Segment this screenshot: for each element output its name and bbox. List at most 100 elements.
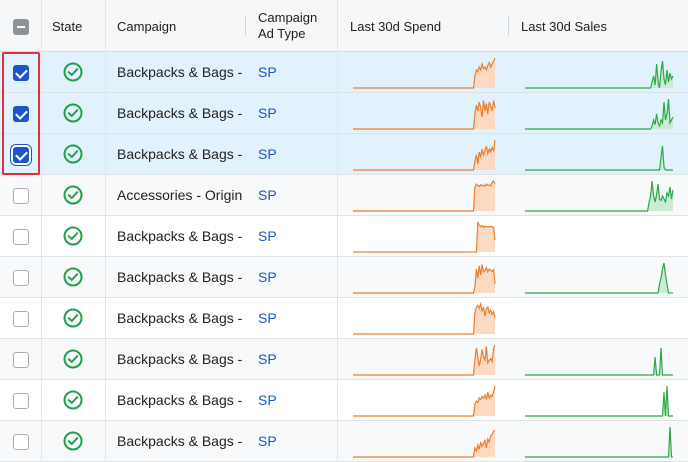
column-resize-handle[interactable]: [245, 16, 246, 36]
ad-type-column-header[interactable]: Campaign Ad Type: [258, 0, 317, 52]
spend-sparkline-area: [353, 430, 495, 457]
spend-sparkline-line: [353, 385, 496, 417]
spend-sparkline-area: [353, 345, 495, 375]
ad-type-label: SP: [258, 105, 277, 121]
sales-sparkline-line: [525, 426, 673, 458]
sales-sparkline-area: [525, 386, 673, 416]
campaign-column-header[interactable]: Campaign: [117, 18, 177, 34]
spend-sparkline-line: [353, 302, 496, 335]
spend-sparkline-area: [353, 100, 495, 129]
campaign-name-link[interactable]: Accessories - Origin: [117, 187, 243, 203]
table-row[interactable]: Backpacks & Bags - SP: [0, 93, 688, 134]
sales-sparkline: [525, 347, 673, 376]
campaign-name-link[interactable]: Backpacks & Bags -: [117, 433, 243, 449]
campaign-name-link[interactable]: Backpacks & Bags -: [117, 64, 243, 80]
table-row[interactable]: Backpacks & Bags - SP: [0, 216, 688, 257]
campaign-name-link[interactable]: Backpacks & Bags -: [117, 146, 243, 162]
sales-sparkline-line: [525, 180, 674, 212]
sales-sparkline-area: [525, 146, 673, 170]
column-resize-handle[interactable]: [508, 16, 509, 36]
table-row[interactable]: Backpacks & Bags - SP: [0, 380, 688, 421]
check-circle-icon[interactable]: [63, 103, 83, 123]
row-select-checkbox[interactable]: [13, 229, 29, 245]
sales-sparkline-area: [525, 427, 673, 457]
campaign-name-link[interactable]: Backpacks & Bags -: [117, 310, 243, 326]
table-row[interactable]: Backpacks & Bags - SP: [0, 298, 688, 339]
select-all-checkbox[interactable]: [13, 19, 29, 35]
ad-type-label: SP: [258, 146, 277, 162]
spend-sparkline: [353, 429, 496, 458]
spend-sparkline-area: [353, 181, 495, 211]
check-circle-icon[interactable]: [63, 431, 83, 451]
check-circle-icon[interactable]: [63, 349, 83, 369]
check-circle-icon[interactable]: [63, 267, 83, 287]
ad-type-label: SP: [258, 187, 277, 203]
sales-sparkline: [525, 145, 673, 171]
sales-sparkline: [524, 220, 674, 254]
ad-type-label: SP: [258, 392, 277, 408]
sales-sparkline: [524, 302, 674, 336]
table-row[interactable]: Backpacks & Bags - SP: [0, 339, 688, 380]
campaign-name-link[interactable]: Backpacks & Bags -: [117, 269, 243, 285]
campaign-name-link[interactable]: Backpacks & Bags -: [117, 228, 243, 244]
table-row[interactable]: Backpacks & Bags - SP: [0, 257, 688, 298]
check-circle-icon[interactable]: [63, 185, 83, 205]
table-row[interactable]: Accessories - Origin SP: [0, 175, 688, 216]
row-select-checkbox[interactable]: [13, 106, 29, 122]
spend-sparkline: [353, 264, 496, 294]
sales-sparkline-area: [525, 348, 673, 375]
row-select-checkbox[interactable]: [13, 393, 29, 409]
table-row[interactable]: Backpacks & Bags - SP: [0, 52, 688, 93]
spend-sparkline: [353, 139, 496, 171]
row-select-checkbox[interactable]: [13, 65, 29, 81]
sales-sparkline-line: [525, 347, 673, 376]
spend-column-header[interactable]: Last 30d Spend: [350, 18, 442, 34]
campaign-name-link[interactable]: Backpacks & Bags -: [117, 351, 243, 367]
check-circle-icon[interactable]: [63, 308, 83, 328]
sales-sparkline: [525, 262, 673, 294]
sales-column-header[interactable]: Last 30d Sales: [521, 18, 608, 34]
sales-sparkline-line: [525, 60, 674, 89]
spend-sparkline-area: [353, 140, 495, 170]
spend-sparkline-line: [353, 429, 496, 458]
sales-sparkline: [525, 98, 674, 130]
spend-sparkline: [353, 385, 496, 417]
spend-sparkline-area: [353, 58, 495, 88]
check-circle-icon[interactable]: [63, 390, 83, 410]
sales-sparkline-line: [525, 262, 673, 294]
table-row[interactable]: Backpacks & Bags - SP: [0, 421, 688, 462]
check-circle-icon[interactable]: [63, 62, 83, 82]
spend-sparkline: [353, 302, 496, 335]
spend-sparkline-area: [353, 222, 495, 252]
sales-sparkline: [525, 180, 674, 212]
spend-sparkline-line: [353, 139, 496, 171]
check-circle-icon[interactable]: [63, 226, 83, 246]
sales-sparkline-line: [525, 98, 674, 130]
state-column-header[interactable]: State: [52, 18, 83, 34]
sales-sparkline: [525, 426, 673, 458]
ad-type-label: SP: [258, 64, 277, 80]
ad-type-label: SP: [258, 269, 277, 285]
row-select-checkbox[interactable]: [13, 270, 29, 286]
spend-sparkline: [353, 344, 496, 376]
column-divider: [105, 0, 106, 462]
check-circle-icon[interactable]: [63, 144, 83, 164]
spend-sparkline-line: [353, 344, 496, 376]
ad-type-label: SP: [258, 310, 277, 326]
ad-type-header-line1: Campaign: [258, 10, 318, 25]
table-header: State Campaign Campaign Ad Type Last 30d…: [0, 0, 688, 52]
sales-sparkline: [525, 60, 674, 89]
sales-sparkline-area: [525, 61, 673, 88]
row-select-checkbox[interactable]: [13, 352, 29, 368]
table-row[interactable]: Backpacks & Bags - SP: [0, 134, 688, 175]
ad-type-label: SP: [258, 433, 277, 449]
row-select-checkbox[interactable]: [13, 434, 29, 450]
ad-type-label: SP: [258, 228, 277, 244]
row-select-checkbox[interactable]: [13, 147, 29, 163]
campaign-name-link[interactable]: Backpacks & Bags -: [117, 392, 243, 408]
row-select-checkbox[interactable]: [13, 311, 29, 327]
spend-sparkline-line: [353, 264, 496, 294]
row-select-checkbox[interactable]: [13, 188, 29, 204]
campaign-name-link[interactable]: Backpacks & Bags -: [117, 105, 243, 121]
